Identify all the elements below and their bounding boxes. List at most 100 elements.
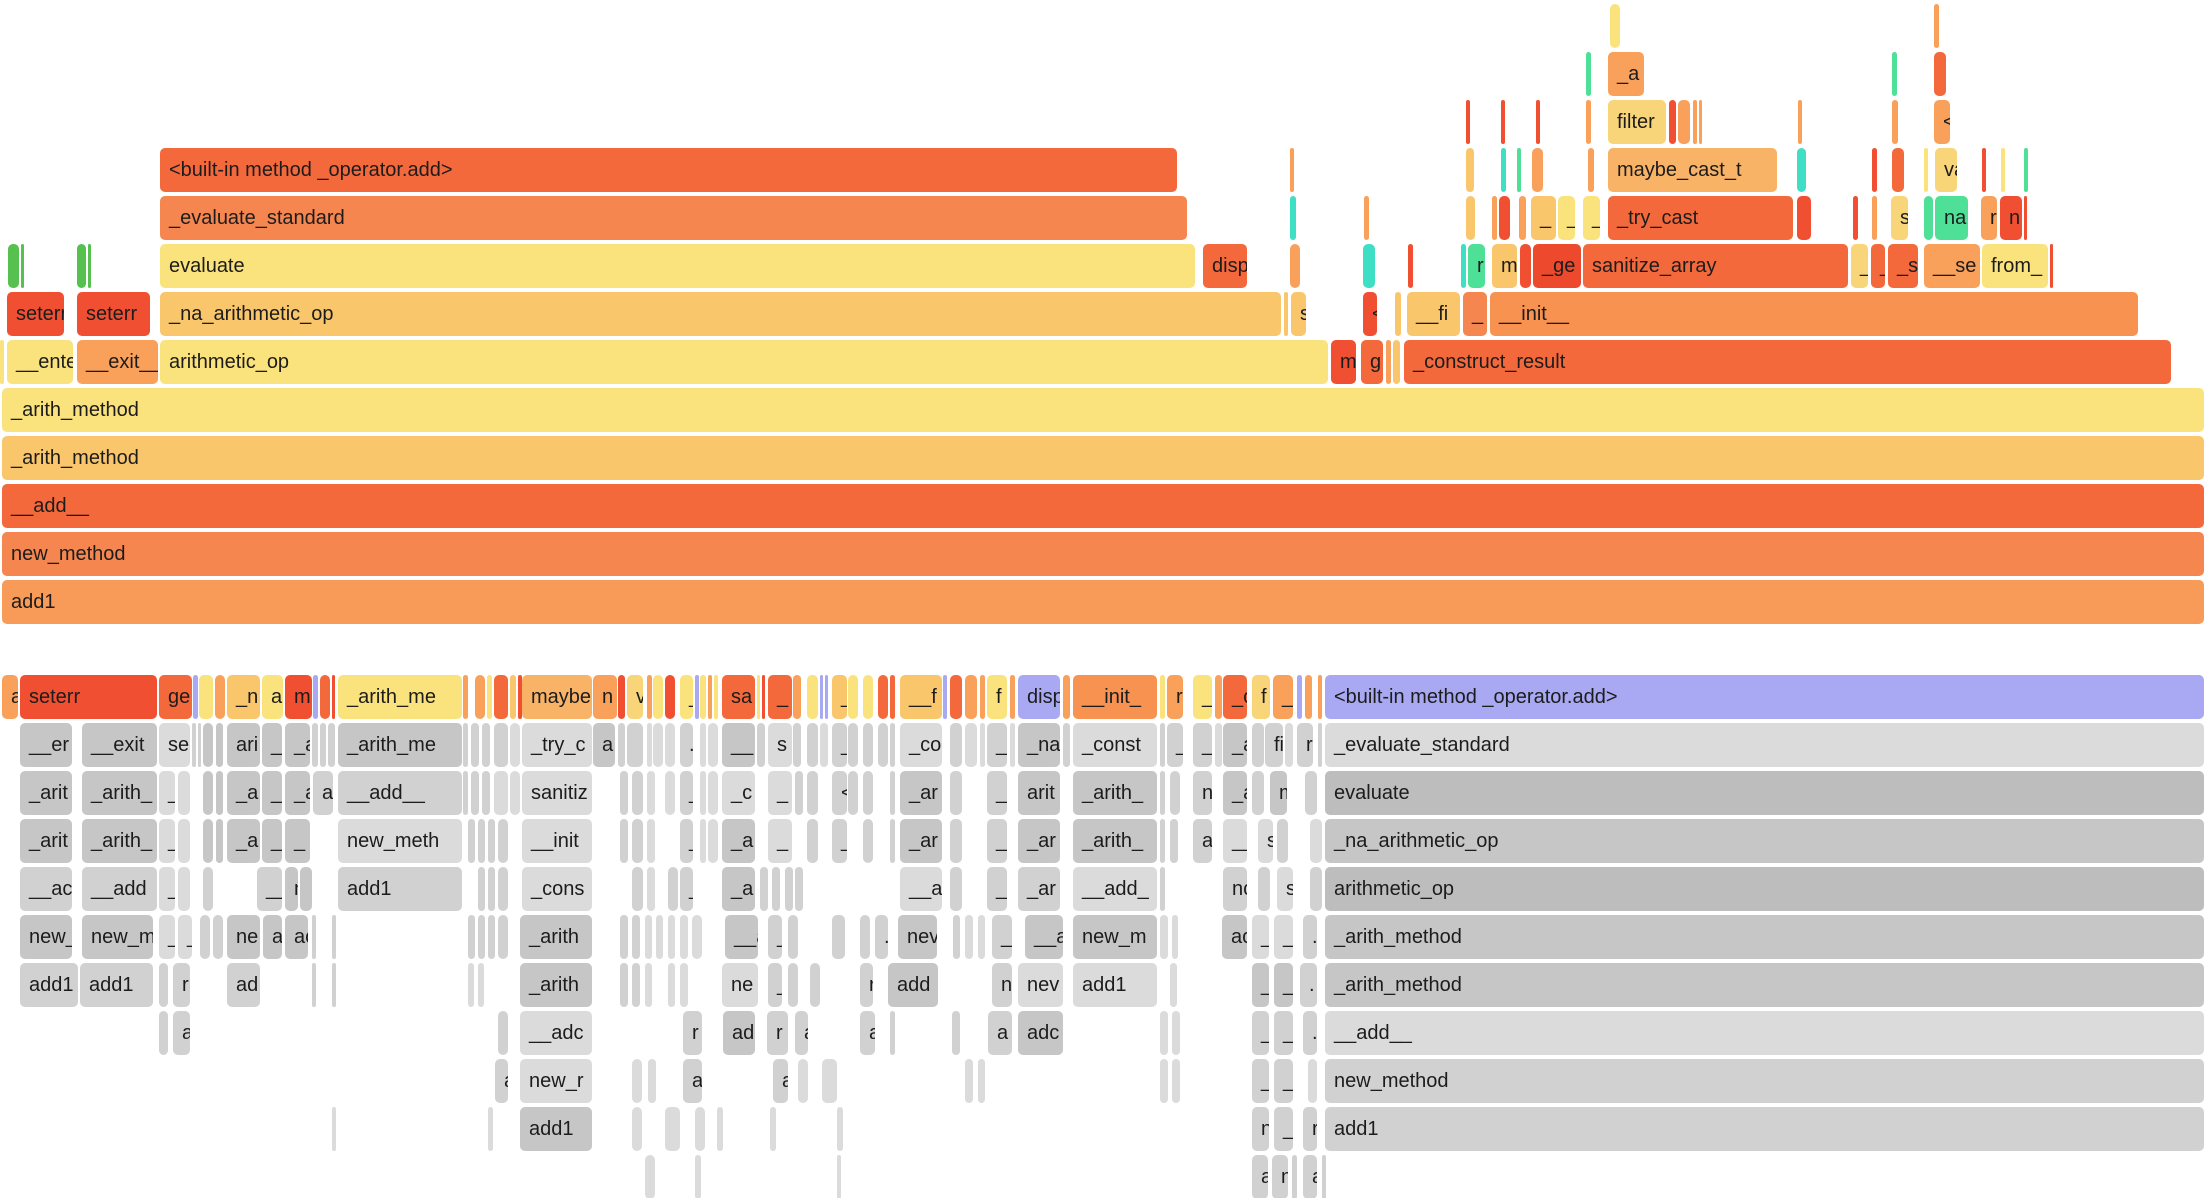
inverted-flame-frame[interactable]: n xyxy=(285,867,298,911)
inverted-flame-frame[interactable]: _ xyxy=(1274,1107,1293,1151)
inverted-flame-frame[interactable]: _ xyxy=(680,867,693,911)
inverted-flame-frame[interactable] xyxy=(825,675,828,719)
flame-chart-frame[interactable]: __se xyxy=(1924,244,1980,288)
inverted-flame-frame[interactable]: _arith_ xyxy=(1073,819,1157,863)
inverted-flame-frame[interactable]: nc xyxy=(1223,867,1247,911)
inverted-flame-frame[interactable] xyxy=(632,1059,642,1103)
inverted-flame-frame[interactable] xyxy=(788,915,798,959)
flame-chart-frame[interactable] xyxy=(1386,340,1391,384)
flame-chart-frame[interactable] xyxy=(1290,244,1300,288)
inverted-flame-frame[interactable] xyxy=(848,675,858,719)
inverted-flame-frame[interactable] xyxy=(488,867,495,911)
flame-chart-frame[interactable] xyxy=(1284,292,1288,336)
inverted-flame-frame[interactable] xyxy=(494,771,508,815)
inverted-flame-frame[interactable]: a xyxy=(262,675,283,719)
inverted-flame-frame[interactable]: __exit xyxy=(82,723,157,767)
flame-chart-frame[interactable] xyxy=(1872,196,1877,240)
inverted-flame-frame[interactable]: __ xyxy=(1223,819,1247,863)
inverted-flame-frame[interactable] xyxy=(471,771,479,815)
inverted-flame-frame[interactable] xyxy=(890,771,895,815)
inverted-flame-frame[interactable] xyxy=(647,771,655,815)
inverted-flame-frame[interactable] xyxy=(656,915,663,959)
inverted-flame-frame[interactable] xyxy=(300,867,312,911)
inverted-flame-frame[interactable] xyxy=(478,915,485,959)
inverted-flame-frame[interactable] xyxy=(199,675,213,719)
inverted-flame-frame[interactable]: _ xyxy=(832,819,847,863)
inverted-flame-frame[interactable]: r xyxy=(860,963,873,1007)
inverted-flame-frame[interactable] xyxy=(1322,1155,1326,1198)
inverted-flame-frame[interactable]: add1 xyxy=(80,963,153,1007)
inverted-flame-frame[interactable] xyxy=(1010,675,1015,719)
inverted-flame-frame[interactable] xyxy=(1292,1155,1297,1198)
inverted-flame-frame[interactable] xyxy=(478,963,484,1007)
inverted-flame-frame[interactable] xyxy=(965,723,977,767)
inverted-flame-frame[interactable]: seterr xyxy=(20,675,157,719)
inverted-flame-frame[interactable] xyxy=(620,819,628,863)
flame-chart-frame[interactable] xyxy=(1853,196,1858,240)
inverted-flame-frame[interactable]: a xyxy=(988,1011,1012,1055)
inverted-flame-frame[interactable]: _const xyxy=(1073,723,1157,767)
inverted-flame-frame[interactable]: _evaluate_standard xyxy=(1325,723,2204,767)
inverted-flame-frame[interactable] xyxy=(708,723,718,767)
inverted-flame-frame[interactable] xyxy=(980,723,985,767)
inverted-flame-frame[interactable] xyxy=(700,819,706,863)
inverted-flame-frame[interactable] xyxy=(807,819,818,863)
inverted-flame-frame[interactable] xyxy=(1308,1059,1317,1103)
inverted-flame-frame[interactable] xyxy=(1310,819,1322,863)
inverted-flame-frame[interactable] xyxy=(159,963,168,1007)
inverted-flame-frame[interactable]: v xyxy=(627,675,643,719)
flame-chart-frame[interactable] xyxy=(1466,148,1474,192)
flame-chart-frame[interactable] xyxy=(1610,4,1620,48)
inverted-flame-frame[interactable]: _ xyxy=(262,819,282,863)
inverted-flame-frame[interactable] xyxy=(700,723,706,767)
flame-chart-frame[interactable] xyxy=(21,244,24,288)
inverted-flame-frame[interactable]: _ar xyxy=(1018,819,1060,863)
inverted-flame-frame[interactable] xyxy=(965,915,973,959)
inverted-flame-frame[interactable] xyxy=(203,819,213,863)
flame-chart-frame[interactable]: __init__ xyxy=(1490,292,2138,336)
inverted-flame-frame[interactable]: _arith_method xyxy=(1325,963,2204,1007)
inverted-flame-frame[interactable] xyxy=(772,867,780,911)
inverted-flame-frame[interactable]: __add__ xyxy=(1325,1011,2204,1055)
inverted-flame-frame[interactable] xyxy=(695,675,699,719)
inverted-flame-frame[interactable] xyxy=(668,915,675,959)
inverted-flame-frame[interactable] xyxy=(647,867,655,911)
flame-chart-frame[interactable]: __enter__ xyxy=(7,340,73,384)
inverted-flame-frame[interactable]: _ xyxy=(1274,963,1293,1007)
inverted-flame-frame[interactable]: new_r xyxy=(520,1059,592,1103)
inverted-flame-frame[interactable]: <built-in method _operator.add> xyxy=(1325,675,2204,719)
inverted-flame-frame[interactable]: a xyxy=(2,675,18,719)
flame-chart-frame[interactable]: _arith_method xyxy=(2,388,2204,432)
flame-chart-frame[interactable]: _na_arithmetic_op xyxy=(160,292,1281,336)
inverted-flame-frame[interactable] xyxy=(618,723,625,767)
inverted-flame-frame[interactable] xyxy=(1160,771,1165,815)
inverted-flame-frame[interactable]: sa xyxy=(722,675,755,719)
inverted-flame-frame[interactable] xyxy=(785,867,793,911)
inverted-flame-frame[interactable]: evaluate xyxy=(1325,771,2204,815)
inverted-flame-frame[interactable]: _na xyxy=(1018,723,1060,767)
inverted-flame-frame[interactable]: a xyxy=(773,1059,788,1103)
inverted-flame-frame[interactable]: __f xyxy=(900,675,942,719)
inverted-flame-frame[interactable]: new_m xyxy=(1073,915,1157,959)
inverted-flame-frame[interactable] xyxy=(159,1011,168,1055)
inverted-flame-frame[interactable] xyxy=(1063,675,1070,719)
flame-chart-frame[interactable]: __add__ xyxy=(2,484,2204,528)
inverted-flame-frame[interactable] xyxy=(668,963,675,1007)
flame-chart-frame[interactable] xyxy=(1290,196,1296,240)
inverted-flame-frame[interactable] xyxy=(820,675,823,719)
inverted-flame-frame[interactable]: ad xyxy=(227,963,260,1007)
flame-chart-frame[interactable] xyxy=(1393,340,1400,384)
flame-chart-frame[interactable] xyxy=(1461,244,1466,288)
flame-chart-frame[interactable] xyxy=(1982,148,1986,192)
inverted-flame-frame[interactable]: _ xyxy=(159,915,175,959)
inverted-flame-frame[interactable]: add1 xyxy=(20,963,78,1007)
flame-chart-frame[interactable]: r xyxy=(1981,196,1997,240)
inverted-flame-frame[interactable] xyxy=(795,867,803,911)
flame-chart-frame[interactable] xyxy=(1797,196,1811,240)
inverted-flame-frame[interactable]: _ xyxy=(1274,915,1293,959)
flame-chart-frame[interactable]: _ge xyxy=(1533,244,1581,288)
inverted-flame-frame[interactable]: _try_c xyxy=(522,723,592,767)
inverted-flame-frame[interactable]: _arith_ xyxy=(1073,771,1157,815)
inverted-flame-frame[interactable] xyxy=(627,723,643,767)
flame-chart-frame[interactable] xyxy=(1693,100,1697,144)
